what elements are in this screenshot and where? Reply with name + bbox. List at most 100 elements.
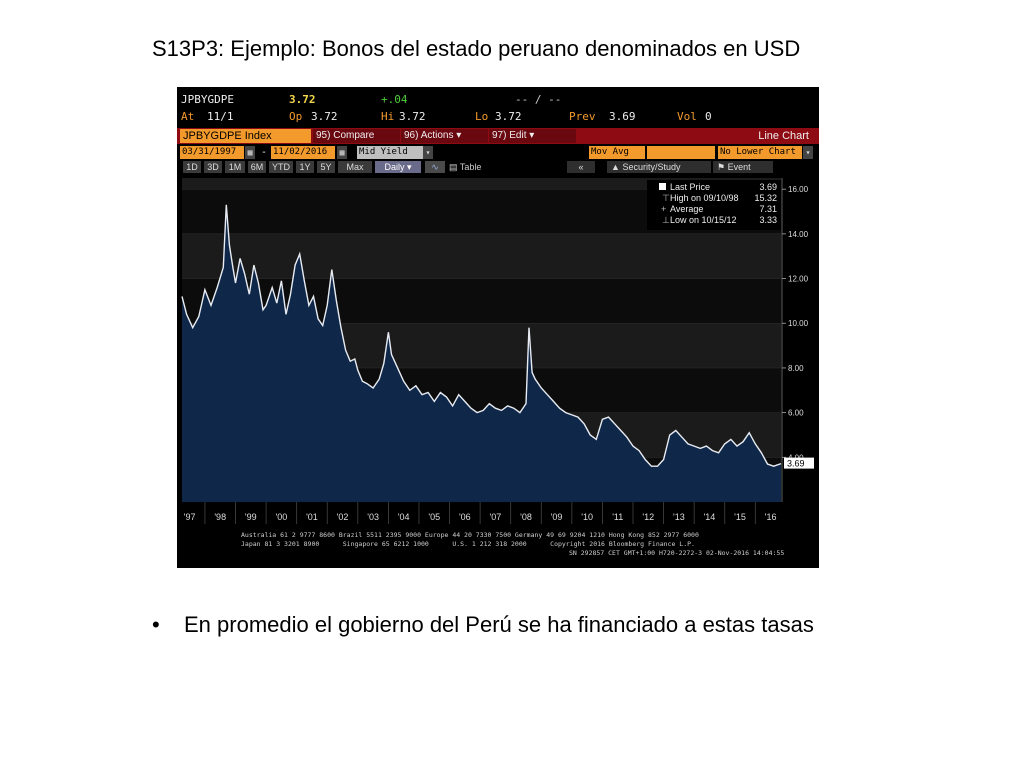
- x-tick-label: '01: [306, 512, 318, 522]
- x-tick-label: '06: [459, 512, 471, 522]
- x-tick-label: '14: [704, 512, 716, 522]
- table-label: Table: [459, 162, 482, 172]
- volume-value: 0: [705, 110, 712, 123]
- field-select[interactable]: Mid Yield: [357, 146, 423, 159]
- x-tick-label: '12: [642, 512, 654, 522]
- event-button[interactable]: ⚑ Event: [713, 161, 773, 173]
- lower-chart-select[interactable]: No Lower Chart: [718, 146, 802, 159]
- start-date-input[interactable]: 03/31/1997: [180, 146, 244, 159]
- end-calendar-icon[interactable]: ▦: [337, 146, 347, 159]
- x-tick-label: '16: [765, 512, 777, 522]
- terminal-footer: Australia 61 2 9777 8600 Brazil 5511 239…: [177, 531, 819, 567]
- at-value: 11/1: [207, 110, 234, 123]
- actions-button[interactable]: 96) Actions ▾: [401, 129, 488, 143]
- high-value: 3.72: [399, 110, 426, 123]
- compare-label: Compare: [333, 130, 375, 141]
- quote-row-2: At 11/1 Op 3.72 Hi 3.72 Lo 3.72 Prev 3.6…: [177, 110, 819, 123]
- x-tick-label: '99: [245, 512, 257, 522]
- lower-chart-dropdown-icon[interactable]: ▾: [803, 146, 813, 159]
- at-label: At: [181, 110, 195, 123]
- prev-value: 3.69: [609, 110, 636, 123]
- field-select-value: Mid Yield: [359, 147, 408, 157]
- legend-last-label: Last Price: [670, 182, 710, 192]
- start-calendar-icon[interactable]: ▦: [245, 146, 255, 159]
- line-chart-icon[interactable]: ∿: [425, 161, 445, 173]
- legend-low-label: Low on 10/15/12: [670, 215, 737, 225]
- x-tick-label: '02: [337, 512, 349, 522]
- footer-line-1: Australia 61 2 9777 8600 Brazil 5511 239…: [241, 531, 699, 539]
- x-tick-label: '00: [276, 512, 288, 522]
- period-button[interactable]: 1D: [183, 161, 201, 173]
- last-price-tag-text: 3.69: [787, 459, 805, 469]
- interval-select[interactable]: Daily ▾: [375, 161, 421, 173]
- moving-average-button[interactable]: Mov Avg: [589, 146, 645, 159]
- price-line: [181, 204, 782, 467]
- actions-dropdown-icon: ▾: [456, 130, 462, 141]
- edit-button[interactable]: 97) Edit ▾: [489, 129, 576, 143]
- high-marker-icon: ⊤: [662, 193, 670, 203]
- chart-legend: Last Price 3.69 ⊤ High on 09/10/98 15.32…: [647, 180, 781, 230]
- prev-label: Prev: [569, 110, 596, 123]
- indicator-slot[interactable]: [647, 146, 715, 159]
- x-tick-label: '07: [490, 512, 502, 522]
- bid-ask-dashes: -- / --: [515, 93, 562, 106]
- footer-line-2: Japan 81 3 3201 8900 Singapore 65 6212 1…: [241, 540, 695, 548]
- last-price: 3.72: [289, 93, 316, 106]
- collapse-panel-icon[interactable]: «: [567, 161, 595, 173]
- table-button[interactable]: ▤ Table: [449, 161, 489, 173]
- y-tick-label: 6.00: [788, 409, 804, 418]
- legend-low-value: 3.33: [759, 215, 777, 225]
- last-price-tag: 3.69: [784, 457, 814, 469]
- period-button[interactable]: Max: [338, 161, 372, 173]
- legend-high-value: 15.32: [754, 193, 777, 203]
- y-tick-label: 8.00: [788, 364, 804, 373]
- x-tick-label: '08: [520, 512, 532, 522]
- period-button[interactable]: 6M: [248, 161, 266, 173]
- y-tick-label: 16.00: [788, 185, 809, 194]
- y-tick-label: 10.00: [788, 319, 809, 328]
- last-price-swatch: [659, 183, 666, 190]
- x-tick-label: '03: [367, 512, 379, 522]
- security-study-label: Security/Study: [622, 162, 681, 172]
- x-tick-label: '15: [734, 512, 746, 522]
- legend-high-label: High on 09/10/98: [670, 193, 739, 203]
- y-tick-label: 12.00: [788, 275, 809, 284]
- low-value: 3.72: [495, 110, 522, 123]
- legend-average-value: 7.31: [759, 204, 777, 214]
- x-tick-label: '11: [612, 512, 623, 522]
- high-label: Hi: [381, 110, 395, 123]
- interval-value: Daily: [384, 162, 405, 172]
- edit-label: Edit: [509, 130, 527, 141]
- x-tick-label: '13: [673, 512, 685, 522]
- actions-label: Actions: [420, 130, 454, 141]
- period-button[interactable]: YTD: [269, 161, 293, 173]
- period-toolbar: 1D 3D 1M 6M YTD 1Y 5Y Max Daily ▾ ∿ ▤ Ta…: [177, 161, 819, 173]
- edit-number: 97): [492, 130, 507, 141]
- field-dropdown-icon[interactable]: ▾: [423, 146, 433, 159]
- period-button[interactable]: 1M: [225, 161, 245, 173]
- edit-dropdown-icon: ▾: [529, 130, 535, 141]
- x-tick-label: '09: [551, 512, 563, 522]
- actions-number: 96): [404, 130, 419, 141]
- price-area: [182, 204, 781, 503]
- chart-type-label[interactable]: Line Chart: [758, 130, 809, 142]
- x-tick-label: '97: [184, 512, 196, 522]
- period-button[interactable]: 5Y: [317, 161, 335, 173]
- quote-row-1: JPBYGDPE 3.72 +.04 -- / --: [177, 93, 819, 106]
- end-date-input[interactable]: 11/02/2016: [271, 146, 335, 159]
- x-tick-label: '10: [581, 512, 593, 522]
- period-button[interactable]: 1Y: [296, 161, 314, 173]
- price-change: +.04: [381, 93, 408, 106]
- index-field[interactable]: JPBYGDPE Index: [180, 129, 311, 143]
- range-row: 03/31/1997 ▦ - 11/02/2016 ▦ Mid Yield ▾ …: [177, 146, 819, 159]
- period-button[interactable]: 3D: [204, 161, 222, 173]
- compare-button[interactable]: 95) Compare: [313, 129, 400, 143]
- x-tick-label: '98: [214, 512, 226, 522]
- open-label: Op: [289, 110, 303, 123]
- security-study-button[interactable]: ▲ Security/Study: [607, 161, 711, 173]
- y-tick-label: 14.00: [788, 230, 809, 239]
- bullet-text: En promedio el gobierno del Perú se ha f…: [184, 612, 814, 637]
- menu-bar: JPBYGDPE Index 95) Compare 96) Actions ▾…: [177, 128, 819, 144]
- event-label: Event: [727, 162, 751, 172]
